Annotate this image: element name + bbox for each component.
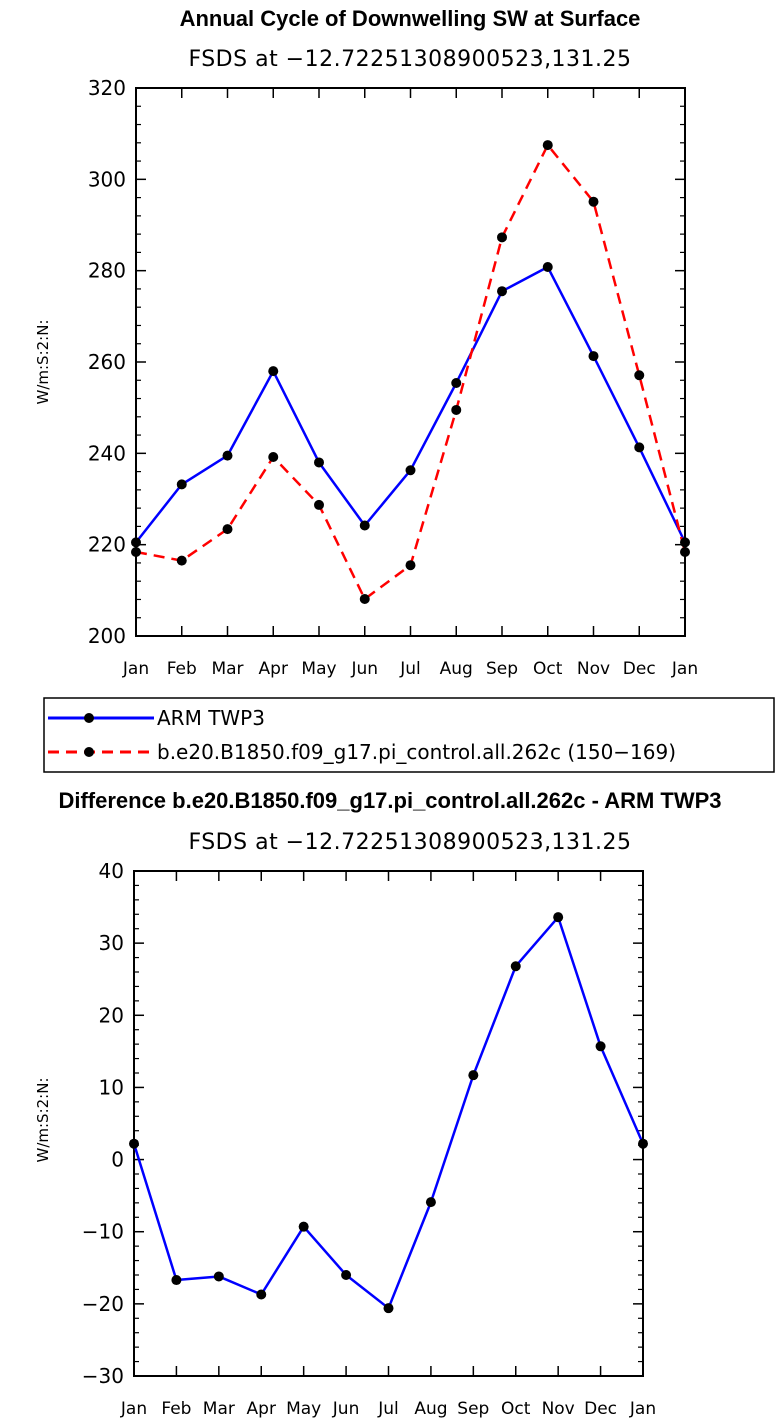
chart1-series-0-point: [222, 450, 233, 461]
chart1-series-0-point: [359, 520, 370, 531]
chart1-series-1-point: [634, 370, 645, 381]
chart2-y-tick-label: 40: [99, 859, 124, 883]
chart2-series-0-point: [595, 1041, 606, 1052]
legend: ARM TWP3 b.e20.B1850.f09_g17.pi_control.…: [43, 697, 775, 773]
chart1-series-1-point: [542, 140, 553, 151]
chart2-series-0-point: [171, 1275, 182, 1286]
chart1-x-tick-label: Aug: [440, 659, 473, 679]
chart2-series-0-point: [213, 1271, 224, 1282]
chart1-x-tick-label: Nov: [577, 659, 610, 679]
chart2-y-tick-label: 20: [99, 1003, 124, 1027]
chart2-series-0-point: [129, 1138, 139, 1149]
chart2-x-tick-label: Jun: [332, 1399, 360, 1419]
chart2-x-tick-label: Jul: [377, 1399, 399, 1419]
legend-marker-arm-twp3: [84, 713, 94, 723]
chart1-series-0-point: [588, 351, 599, 362]
chart1-series-0-point: [542, 262, 553, 273]
chart1-x-tick-label: Jun: [350, 659, 378, 679]
chart1-series-0-line: [135, 265, 687, 544]
chart1-x-tick-label: Sep: [486, 659, 518, 679]
chart1-y-tick-label: 300: [88, 167, 126, 191]
chart1-series-1-point: [680, 546, 690, 557]
chart1-series-0-point: [680, 537, 690, 548]
chart2-series-0-point: [298, 1221, 309, 1232]
chart2-x-tick-label: Jan: [629, 1399, 656, 1419]
chart1-x-tick-label: Jul: [399, 659, 421, 679]
chart1-series-1-point: [268, 451, 279, 462]
chart1-x-tick-label: Oct: [533, 659, 563, 679]
chart2-x-tick-label: May: [286, 1399, 321, 1419]
chart2-series-0-point: [638, 1138, 648, 1149]
chart1-y-tick-label: 280: [88, 259, 126, 283]
chart1-x-tick-label: Jan: [671, 659, 698, 679]
chart1-x-tick-label: Mar: [211, 659, 243, 679]
chart1-x-tick-label: Apr: [259, 659, 288, 679]
chart1-series-0-point: [497, 286, 507, 297]
chart2-x-tick-label: Nov: [542, 1399, 575, 1419]
chart1-x-tick-label: May: [301, 659, 336, 679]
chart2-x-tick-label: Jan: [120, 1399, 147, 1419]
chart1-series-1-point: [314, 499, 324, 510]
chart1-x-tick-label: Dec: [623, 659, 656, 679]
chart2-x-tick-label: Oct: [501, 1399, 531, 1419]
chart1-series-0-point: [131, 537, 141, 548]
chart2-series-0-line: [132, 915, 645, 1310]
chart1-series-1-point: [588, 196, 599, 207]
legend-label-arm-twp3: ARM TWP3: [157, 706, 265, 730]
chart2-subtitle: FSDS at −12.72251308900523,131.25: [188, 830, 631, 855]
legend-box: [43, 697, 775, 773]
chart2-series-0-point: [341, 1270, 352, 1280]
chart1-title: Annual Cycle of Downwelling SW at Surfac…: [180, 6, 641, 31]
chart1-series-1-point: [222, 524, 233, 535]
chart1-series-0-point: [405, 465, 416, 476]
chart1-y-tick-label: 240: [88, 441, 126, 465]
chart1-plot-frame: [135, 87, 686, 637]
chart1-x-tick-label: Feb: [167, 659, 197, 679]
chart1-series-1-point: [497, 232, 507, 243]
chart1-y-axis-label: W/m:S:2:N:: [34, 320, 52, 405]
chart1-series-0-point: [314, 457, 324, 468]
chart1-series-0-point: [176, 479, 187, 490]
chart2-y-tick-label: 10: [99, 1075, 124, 1099]
chart1-series-0-point: [451, 378, 462, 389]
chart2-x-tick-label: Feb: [161, 1399, 191, 1419]
chart2-series-0-point: [553, 912, 564, 923]
chart1-series-1-point: [405, 560, 416, 571]
chart2-series-0-point: [383, 1303, 394, 1314]
chart2-x-tick-label: Dec: [584, 1399, 617, 1419]
chart2-plot: −30 −20 −10 0 10 20 30 40 Jan Feb Mar Apr May Jun Jul A…: [82, 859, 656, 1419]
legend-label-model: b.e20.B1850.f09_g17.pi_control.all.262c …: [157, 740, 676, 764]
chart2-y-tick-label: −20: [82, 1292, 124, 1316]
chart2-y-tick-label: 30: [99, 931, 124, 955]
chart2-y-tick-label: −10: [82, 1220, 124, 1244]
chart1-series-0-point: [268, 366, 279, 377]
chart1-series-1-point: [359, 594, 370, 605]
chart2-series-0-point: [256, 1289, 267, 1300]
chart2-y-tick-label: −30: [82, 1364, 124, 1388]
chart2-series-0-point: [510, 961, 521, 972]
chart1-series-0-point: [634, 442, 645, 453]
chart1-series-1-point: [451, 404, 462, 415]
chart1-series-1-point: [131, 546, 141, 557]
chart1-subtitle: FSDS at −12.72251308900523,131.25: [188, 47, 631, 72]
chart2-y-tick-label: 0: [111, 1148, 124, 1172]
chart1-y-tick-label: 200: [88, 624, 126, 648]
chart2-x-tick-label: Apr: [247, 1399, 276, 1419]
chart2-title: Difference b.e20.B1850.f09_g17.pi_contro…: [58, 788, 721, 813]
chart1-y-tick-label: 260: [88, 350, 126, 374]
chart1-y-tick-label: 320: [88, 76, 126, 100]
chart2-y-axis-label: W/m:S:2:N:: [34, 1078, 52, 1163]
chart2-x-tick-label: Aug: [414, 1399, 447, 1419]
chart2-series-0-point: [468, 1070, 479, 1081]
legend-marker-model: [84, 747, 94, 757]
chart1-plot: 200 220 240 260 280 300 320 Jan Feb Mar Apr May Jun J…: [88, 76, 698, 679]
chart2-x-tick-label: Mar: [203, 1399, 235, 1419]
chart1-x-tick-label: Jan: [122, 659, 149, 679]
chart2-series-0-point: [425, 1197, 436, 1208]
chart1-y-tick-label: 220: [88, 533, 126, 557]
chart1-series-1-point: [176, 555, 187, 566]
chart2-x-tick-label: Sep: [457, 1399, 489, 1419]
